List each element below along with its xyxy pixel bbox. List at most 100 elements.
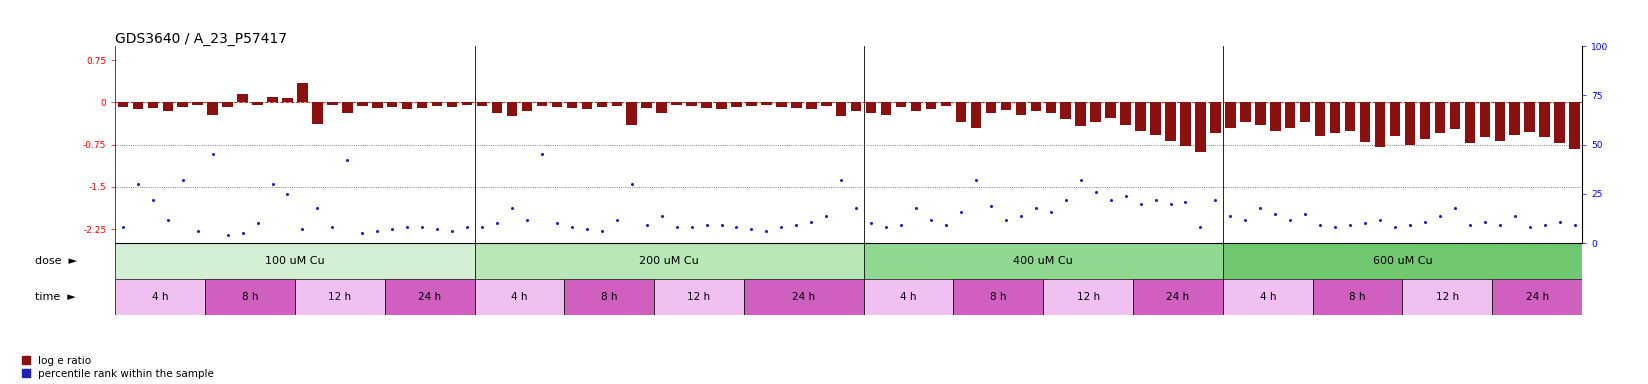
Bar: [476, 103, 488, 106]
Bar: [1345, 103, 1355, 131]
Point: [1398, 222, 1424, 228]
Bar: [582, 103, 592, 109]
Bar: [611, 103, 621, 106]
Bar: [836, 103, 847, 116]
Bar: [1061, 103, 1071, 119]
Bar: [537, 103, 547, 106]
Bar: [1223, 279, 1313, 315]
Point: [290, 226, 316, 232]
Bar: [926, 103, 936, 109]
Point: [1157, 201, 1183, 207]
Text: 12 h: 12 h: [687, 292, 710, 302]
Bar: [732, 103, 742, 107]
Point: [1412, 218, 1439, 225]
Bar: [1419, 103, 1430, 139]
Point: [962, 177, 989, 183]
Bar: [552, 103, 562, 107]
Bar: [656, 103, 667, 113]
Text: 100 uM Cu: 100 uM Cu: [265, 256, 325, 266]
Point: [1038, 209, 1065, 215]
Bar: [1165, 103, 1175, 141]
Point: [349, 230, 376, 237]
Point: [918, 217, 944, 223]
Point: [664, 224, 691, 230]
Bar: [1539, 103, 1549, 137]
Point: [125, 181, 152, 187]
Bar: [1465, 103, 1475, 143]
Bar: [343, 103, 353, 113]
Bar: [641, 103, 653, 108]
Bar: [115, 243, 475, 279]
Point: [798, 218, 824, 225]
Bar: [1180, 103, 1192, 146]
Bar: [941, 103, 951, 106]
Text: 8 h: 8 h: [1350, 292, 1366, 302]
Point: [140, 197, 166, 203]
Point: [229, 230, 255, 237]
Bar: [850, 103, 862, 111]
Bar: [747, 103, 756, 106]
Bar: [295, 279, 384, 315]
Bar: [954, 279, 1043, 315]
Bar: [1554, 103, 1566, 143]
Bar: [567, 103, 577, 108]
Point: [1322, 224, 1348, 230]
Point: [259, 181, 285, 187]
Point: [783, 222, 809, 228]
Bar: [475, 279, 564, 315]
Bar: [297, 83, 308, 103]
Bar: [384, 279, 475, 315]
Bar: [1150, 103, 1160, 135]
Bar: [282, 98, 293, 103]
Bar: [447, 103, 458, 107]
Point: [559, 224, 585, 230]
Bar: [821, 103, 832, 106]
Bar: [402, 103, 412, 109]
Bar: [387, 103, 397, 107]
Point: [364, 228, 391, 235]
Text: 400 uM Cu: 400 uM Cu: [1014, 256, 1073, 266]
Text: 4 h: 4 h: [511, 292, 527, 302]
Point: [888, 222, 915, 228]
Point: [214, 232, 241, 238]
Point: [1351, 220, 1378, 227]
Bar: [1135, 103, 1145, 131]
Point: [529, 151, 555, 157]
Bar: [865, 103, 877, 113]
Bar: [671, 103, 682, 105]
Bar: [597, 103, 606, 107]
Bar: [1223, 243, 1582, 279]
Bar: [686, 103, 697, 106]
Point: [768, 224, 794, 230]
Bar: [506, 103, 517, 116]
Text: 4 h: 4 h: [1259, 292, 1276, 302]
Point: [1292, 210, 1318, 217]
Bar: [193, 103, 203, 105]
Point: [199, 151, 226, 157]
Bar: [1224, 103, 1236, 128]
Point: [1337, 222, 1363, 228]
Point: [1381, 224, 1407, 230]
Bar: [132, 103, 143, 109]
Point: [185, 228, 211, 235]
Point: [1142, 197, 1168, 203]
Bar: [1015, 103, 1027, 115]
Bar: [237, 94, 247, 103]
Text: 12 h: 12 h: [1076, 292, 1099, 302]
Bar: [806, 103, 816, 109]
Bar: [1493, 279, 1582, 315]
Bar: [1404, 103, 1416, 145]
Point: [514, 217, 541, 223]
Bar: [163, 103, 173, 111]
Bar: [1313, 279, 1402, 315]
Text: 24 h: 24 h: [1526, 292, 1549, 302]
Bar: [115, 279, 204, 315]
Bar: [1239, 103, 1251, 122]
Bar: [1256, 103, 1266, 125]
Point: [1427, 212, 1454, 218]
Bar: [1285, 103, 1295, 128]
Bar: [1402, 279, 1493, 315]
Point: [618, 181, 644, 187]
Point: [1053, 197, 1079, 203]
Point: [1486, 222, 1513, 228]
